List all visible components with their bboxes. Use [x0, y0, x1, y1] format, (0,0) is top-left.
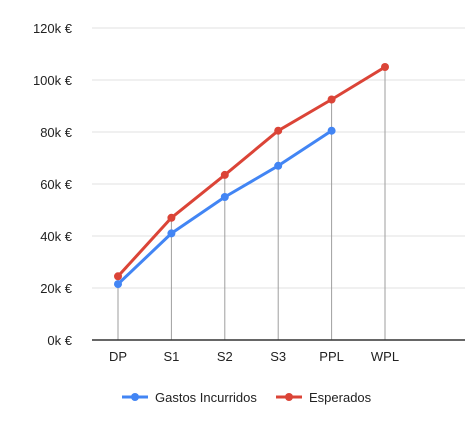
- y-tick-label: 20k €: [40, 281, 73, 296]
- legend-item: Gastos Incurridos: [122, 390, 257, 405]
- x-tick-label: S1: [163, 349, 179, 364]
- y-tick-label: 60k €: [40, 177, 73, 192]
- series-line: [116, 65, 387, 278]
- legend-label: Gastos Incurridos: [155, 390, 257, 405]
- x-axis-tick-labels: DP S1 S2 S3 PPL WPL: [109, 349, 399, 364]
- x-tick-label: DP: [109, 349, 127, 364]
- x-tick-label: S2: [217, 349, 233, 364]
- data-point: [220, 193, 229, 201]
- x-tick-label: WPL: [371, 349, 399, 364]
- series-gastos-incurridos: [114, 126, 336, 289]
- data-point: [274, 126, 283, 135]
- data-point: [220, 170, 229, 179]
- y-tick-label: 0k €: [47, 333, 72, 348]
- data-point: [274, 161, 283, 170]
- data-point: [327, 95, 336, 104]
- x-tick-label: PPL: [319, 349, 344, 364]
- series-layer: [114, 63, 389, 289]
- y-tick-label: 80k €: [40, 125, 73, 140]
- data-point: [114, 272, 122, 281]
- y-tick-label: 40k €: [40, 229, 73, 244]
- legend-swatch-marker: [131, 393, 139, 401]
- data-point: [327, 126, 336, 135]
- category-drop-lines: [117, 67, 386, 340]
- data-point: [114, 280, 122, 289]
- legend-swatch-marker: [285, 393, 293, 401]
- legend-label: Esperados: [309, 390, 372, 405]
- y-tick-label: 100k €: [33, 73, 73, 88]
- data-point: [167, 213, 176, 222]
- y-axis-tick-labels: 0k € 20k € 40k € 60k € 80k € 100k € 120k €: [33, 21, 73, 348]
- data-point: [381, 63, 389, 71]
- series-esperados: [114, 63, 389, 281]
- y-tick-label: 120k €: [33, 21, 73, 36]
- data-point: [167, 229, 176, 238]
- x-tick-label: S3: [270, 349, 286, 364]
- legend-item: Esperados: [276, 390, 372, 405]
- legend: Gastos Incurridos Esperados: [122, 390, 372, 405]
